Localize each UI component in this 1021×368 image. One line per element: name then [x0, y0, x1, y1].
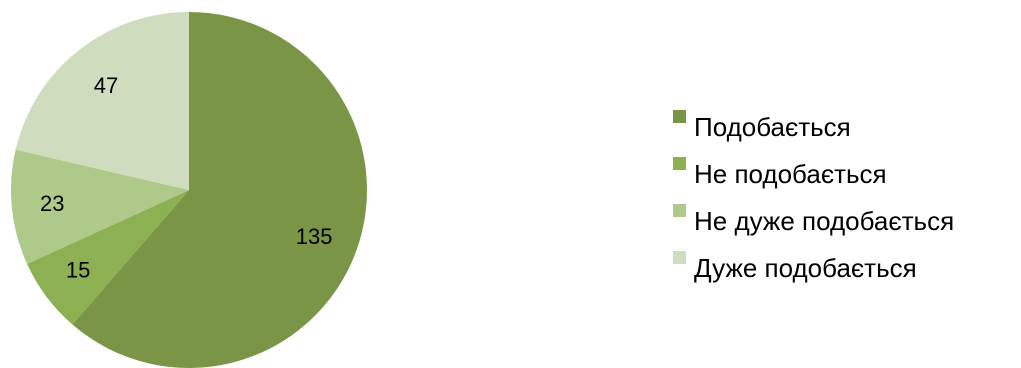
legend-label-3: Не дуже подобається [694, 206, 954, 236]
pie-slice-2 [27, 190, 190, 325]
legend-item-2: Не подобається [673, 157, 887, 189]
pie-data-labels: 135 15 23 47 [40, 73, 333, 283]
pie-data-label-3: 23 [40, 191, 64, 216]
legend-item-4: Дуже подобається [673, 251, 917, 283]
pie-data-label-1: 135 [296, 224, 333, 249]
legend-item-3: Не дуже подобається [673, 204, 954, 236]
pie-slices [11, 12, 367, 368]
pie-data-label-2: 15 [66, 258, 90, 283]
pie-slice-4 [15, 12, 189, 190]
legend-label-4: Дуже подобається [694, 253, 917, 283]
pie-slice-3 [11, 149, 189, 264]
legend-swatch-4 [673, 251, 686, 264]
legend-swatch-3 [673, 204, 686, 217]
legend-swatch-1 [673, 110, 686, 123]
pie-data-label-4: 47 [94, 73, 118, 98]
legend-label-2: Не подобається [694, 159, 887, 189]
legend-label-1: Подобається [694, 112, 851, 142]
legend-item-1: Подобається [673, 110, 851, 142]
legend: Подобається Не подобається Не дуже подобає… [673, 110, 954, 283]
pie-slice-1 [72, 12, 367, 368]
legend-swatch-2 [673, 157, 686, 170]
